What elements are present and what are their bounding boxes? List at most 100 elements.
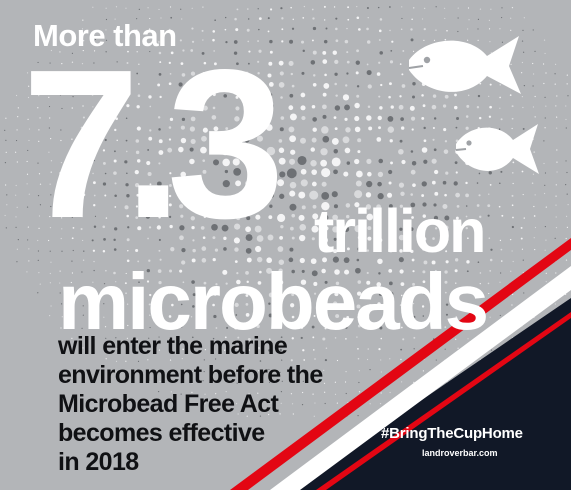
microbead-dot <box>543 140 545 142</box>
microbead-dot <box>479 215 482 219</box>
microbead-dot <box>103 316 105 318</box>
microbead-dot <box>221 148 229 156</box>
microbead-dot <box>554 63 557 65</box>
microbead-dot <box>94 38 97 41</box>
microbead-dot <box>511 7 514 9</box>
microbead-dot <box>257 346 261 350</box>
microbead-dot <box>511 204 514 207</box>
microbead-dot <box>224 28 227 31</box>
microbead-dot <box>28 85 30 87</box>
microbead-dot <box>82 162 84 165</box>
microbead-dot <box>181 260 186 265</box>
microbead-dot <box>212 236 216 240</box>
microbead-dot <box>91 94 94 96</box>
microbead-dot <box>61 217 63 219</box>
microbead-dot <box>257 281 262 285</box>
microbead-dot <box>333 204 338 209</box>
microbead-dot <box>433 215 439 221</box>
microbead-dot <box>169 371 172 373</box>
microbead-dot <box>366 6 369 10</box>
microbead-dot <box>149 314 151 317</box>
microbead-dot <box>232 158 240 166</box>
microbead-dot <box>221 224 229 232</box>
microbead-dot <box>356 304 361 309</box>
microbead-dot <box>511 225 514 229</box>
microbead-dot <box>225 390 227 393</box>
microbead-dot <box>267 17 270 20</box>
microbead-dot <box>212 106 216 110</box>
microbead-dot <box>320 148 328 156</box>
microbead-dot <box>412 302 415 305</box>
microbead-dot <box>268 413 270 416</box>
microbead-dot <box>377 258 383 265</box>
microbead-dot <box>191 258 196 263</box>
microbead-dot <box>389 281 393 286</box>
microbead-dot <box>466 104 470 108</box>
microbead-dot <box>400 294 403 297</box>
microbead-dot <box>59 172 61 174</box>
microbead-dot <box>322 59 328 64</box>
website-url: landroverbar.com <box>422 448 498 458</box>
microbead-dot <box>277 246 284 252</box>
microbead-dot <box>70 281 72 284</box>
microbead-dot <box>258 17 262 21</box>
microbead-dot <box>521 72 523 74</box>
microbead-dot <box>477 261 480 264</box>
microbead-dot <box>191 27 194 30</box>
microbead-dot <box>401 17 403 20</box>
microbead-dot <box>200 146 207 154</box>
microbead-dot <box>223 236 227 241</box>
microbead-dot <box>59 270 61 272</box>
microbead-dot <box>246 381 248 383</box>
microbead-dot <box>255 115 262 123</box>
microbead-dot <box>212 194 216 198</box>
microbead-dot <box>367 171 372 177</box>
microbead-dot <box>444 17 446 20</box>
microbead-dot <box>223 247 227 251</box>
microbead-dot <box>465 205 468 207</box>
microbead-dot <box>246 8 249 10</box>
microbead-dot <box>191 226 195 230</box>
microbead-dot <box>15 139 18 142</box>
microbead-dot <box>182 348 184 351</box>
microbead-dot <box>334 393 337 396</box>
microbead-dot <box>399 204 403 208</box>
microbead-dot <box>289 203 297 211</box>
microbead-dot <box>134 183 140 188</box>
microbead-dot <box>28 139 30 142</box>
microbead-dot <box>544 172 547 174</box>
microbead-dot <box>136 51 138 53</box>
microbead-dot <box>345 326 348 329</box>
microbead-dot <box>512 260 514 263</box>
microbead-dot <box>138 325 140 328</box>
microbead-dot <box>467 291 470 294</box>
microbead-dot <box>26 160 28 163</box>
microbead-dot <box>105 51 107 53</box>
microbead-dot <box>556 161 558 163</box>
microbead-dot <box>356 258 360 262</box>
microbead-dot <box>366 271 369 275</box>
microbead-dot <box>258 370 260 372</box>
microbead-dot <box>501 7 503 9</box>
microbead-dot <box>158 293 161 296</box>
microbead-dot <box>410 249 414 253</box>
microbead-dot <box>322 114 327 119</box>
microbead-dot <box>93 204 96 207</box>
microbead-dot <box>170 391 172 393</box>
microbead-dot <box>477 39 479 41</box>
microbead-dot <box>158 72 162 76</box>
microbead-dot <box>346 161 351 165</box>
microbead-dot <box>365 204 372 210</box>
microbead-dot <box>71 138 73 140</box>
microbead-dot <box>465 126 469 130</box>
microbead-dot <box>511 304 513 306</box>
microbead-dot <box>465 226 468 230</box>
microbead-dot <box>180 393 182 395</box>
microbead-dot <box>248 392 250 395</box>
microbead-dot <box>135 139 140 143</box>
microbead-dot <box>297 155 307 166</box>
microbead-dot <box>299 223 307 231</box>
microbead-dot <box>511 250 513 252</box>
microbead-dot <box>431 158 437 164</box>
microbead-dot <box>442 203 448 209</box>
